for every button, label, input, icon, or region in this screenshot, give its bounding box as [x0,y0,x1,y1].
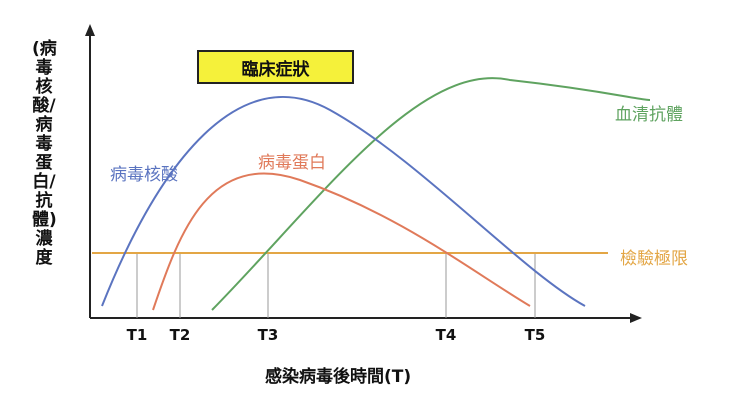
serum-antibody-label: 血清抗體 [615,105,683,125]
x-axis-label: 感染病毒後時間(T) [265,367,412,387]
time-point-t1: T1 [126,326,148,344]
viral-nucleic-acid-curve [101,96,586,307]
time-point-t2: T2 [169,326,191,344]
time-point-t4: T4 [435,326,457,344]
viral-protein-curve [152,172,531,311]
y-axis-label: (病毒核酸/病毒蛋白/抗體)濃度 [32,39,57,268]
detection-limit-label: 檢驗極限 [620,249,688,269]
y-axis-arrow [85,24,95,36]
viral-nucleic-acid-label: 病毒核酸 [110,165,178,185]
time-point-t3: T3 [257,326,279,344]
time-point-t5: T5 [524,326,546,344]
viral-protein-label: 病毒蛋白 [258,153,326,173]
x-axis-arrow [630,313,642,323]
serum-antibody-curve [211,77,651,311]
clinical-symptoms-badge: 臨床症狀 [197,50,354,84]
